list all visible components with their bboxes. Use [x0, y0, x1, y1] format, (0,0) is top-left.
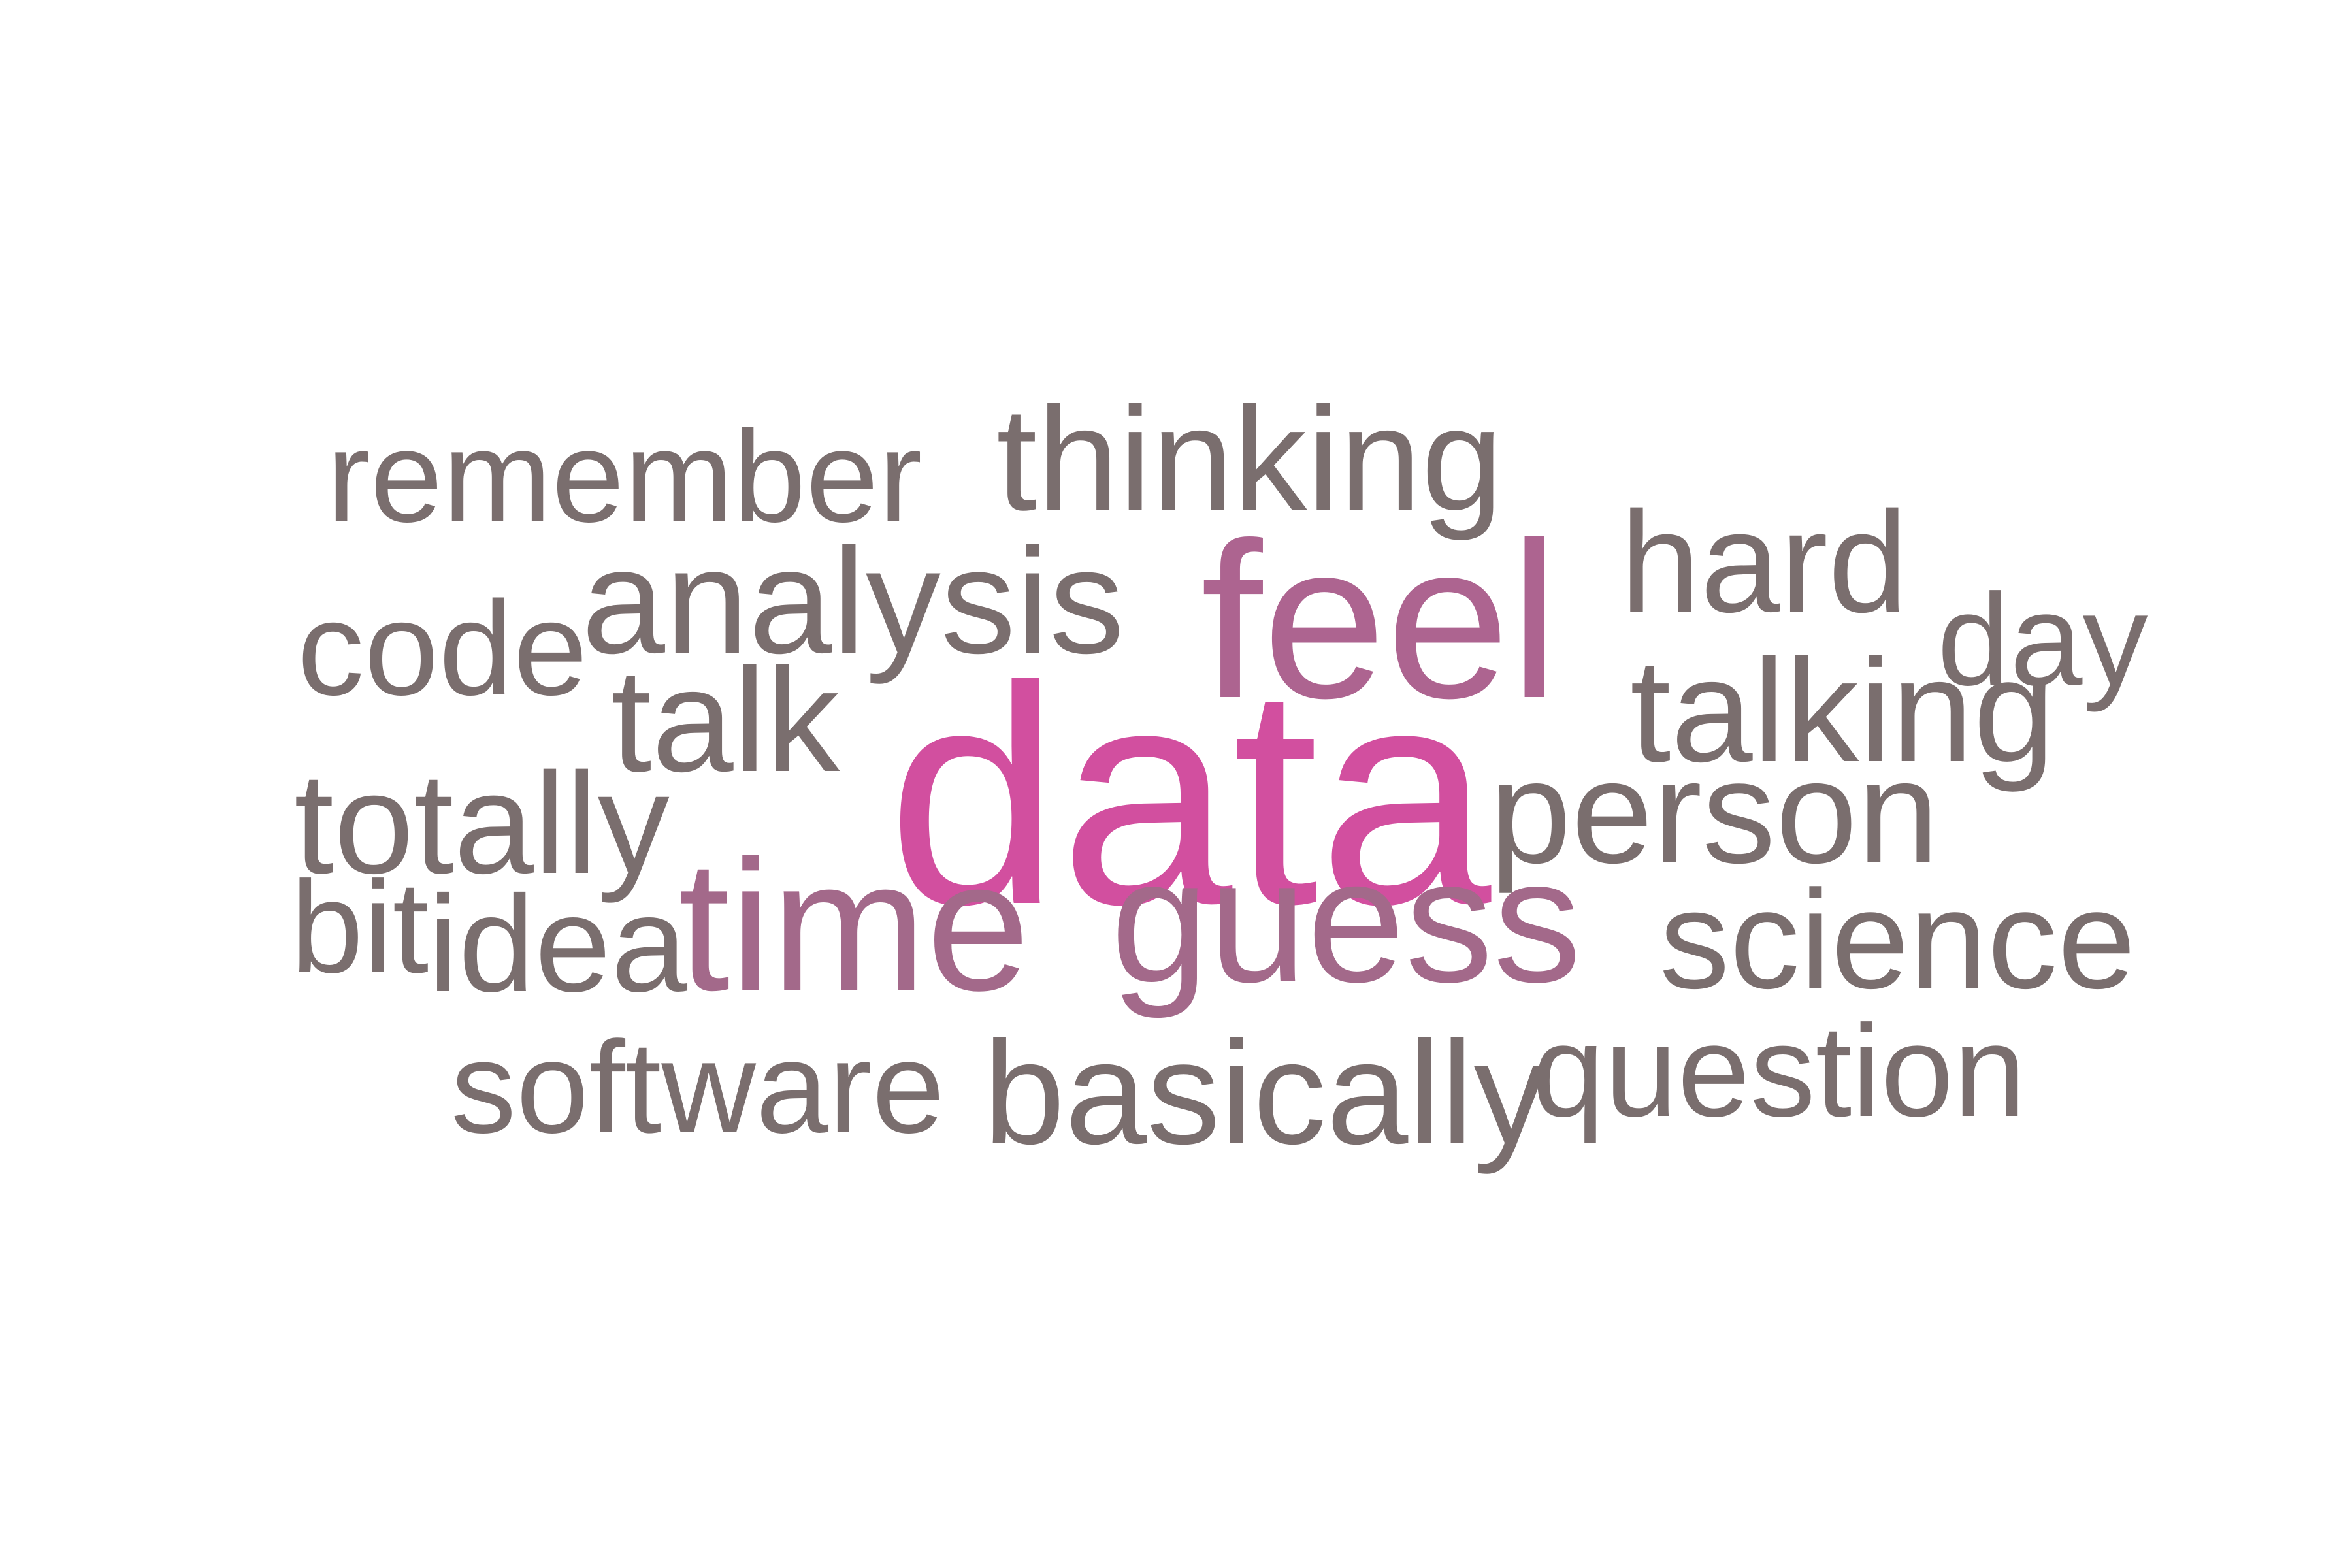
word-day: day [1937, 567, 2148, 713]
word-hard: hard [1620, 482, 1908, 642]
word-time: time [678, 822, 1030, 1030]
word-talking: talking [1630, 628, 2055, 792]
word-code: code [297, 574, 588, 723]
word-science: science [1659, 860, 2136, 1018]
word-person: person [1490, 729, 1939, 894]
word-analysis: analysis [581, 517, 1124, 685]
word-bit: bit [291, 855, 429, 1000]
word-feel: feel [1201, 497, 1560, 745]
word-idea: idea [428, 867, 688, 1021]
word-talk: talk [611, 638, 840, 802]
word-data: data [887, 622, 1492, 969]
word-question: question [1532, 998, 2027, 1144]
word-software: software [451, 1015, 945, 1160]
word-totally: totally [294, 743, 670, 904]
word-thinking: thinking [996, 376, 1503, 541]
word-basically: basically [983, 1010, 1547, 1175]
word-guess: guess [1111, 823, 1582, 1019]
word-remember: remember [327, 404, 923, 549]
